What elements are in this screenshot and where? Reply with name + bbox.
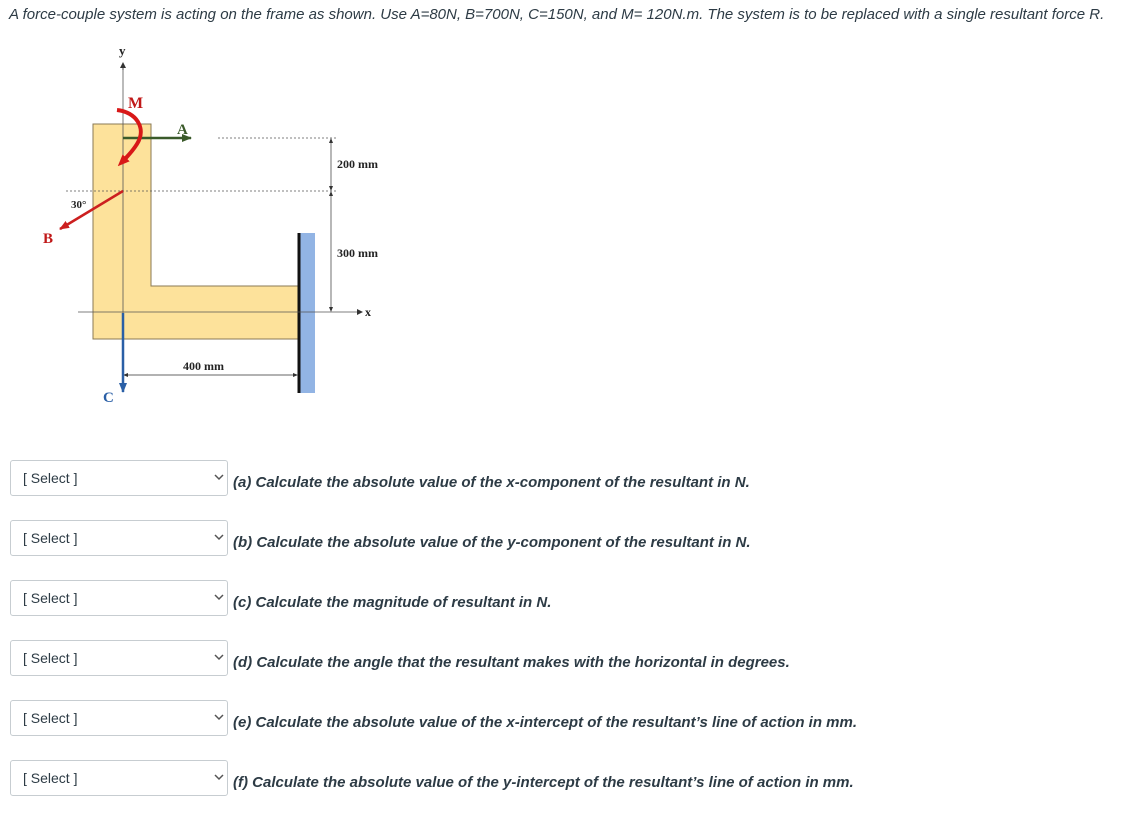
question-text-a: (a) Calculate the absolute value of the …	[233, 474, 750, 491]
question-row-e: [ Select ] (e) Calculate the absolute va…	[10, 700, 910, 738]
frame-body	[92, 123, 300, 340]
answer-select-b[interactable]: [ Select ]	[10, 520, 228, 556]
question-row-c: [ Select ] (c) Calculate the magnitude o…	[10, 580, 910, 618]
force-b-arrow	[59, 189, 124, 231]
chevron-down-icon	[214, 594, 224, 601]
select-value: [ Select ]	[23, 590, 78, 606]
dim-200-label: 200 mm	[337, 157, 378, 171]
force-b-label: B	[43, 231, 53, 247]
moment-label: M	[128, 95, 143, 112]
chevron-down-icon	[214, 654, 224, 661]
chevron-down-icon	[214, 714, 224, 721]
answer-select-d[interactable]: [ Select ]	[10, 640, 228, 676]
y-axis-label: y	[119, 43, 126, 58]
frame-diagram: y x M A B C 30° 200 mm 300 mm 400 mm	[0, 30, 420, 410]
select-value: [ Select ]	[23, 770, 78, 786]
answer-select-c[interactable]: [ Select ]	[10, 580, 228, 616]
force-c-label: C	[103, 390, 114, 406]
dim-400-label: 400 mm	[183, 359, 224, 373]
chevron-down-icon	[214, 534, 224, 541]
x-axis-label: x	[365, 305, 371, 319]
wall-support	[300, 233, 315, 393]
question-text-d: (d) Calculate the angle that the resulta…	[233, 654, 790, 671]
chevron-down-icon	[214, 474, 224, 481]
question-text-e: (e) Calculate the absolute value of the …	[233, 714, 858, 731]
question-text: A force-couple system is acting on the f…	[9, 6, 1105, 23]
question-row-d: [ Select ] (d) Calculate the angle that …	[10, 640, 910, 678]
frame-diagram-svg: y x M A B C 30° 200 mm 300 mm 400 mm	[43, 43, 378, 406]
select-value: [ Select ]	[23, 710, 78, 726]
chevron-down-icon	[214, 774, 224, 781]
question-row-f: [ Select ] (f) Calculate the absolute va…	[10, 760, 910, 798]
answer-select-a[interactable]: [ Select ]	[10, 460, 228, 496]
select-value: [ Select ]	[23, 530, 78, 546]
dim-300-label: 300 mm	[337, 246, 378, 260]
question-row-a: [ Select ] (a) Calculate the absolute va…	[10, 460, 910, 498]
moment-arrow	[116, 108, 143, 167]
force-a-label: A	[177, 122, 188, 138]
question-text-c: (c) Calculate the magnitude of resultant…	[233, 594, 552, 611]
select-value: [ Select ]	[23, 650, 78, 666]
answer-select-f[interactable]: [ Select ]	[10, 760, 228, 796]
select-value: [ Select ]	[23, 470, 78, 486]
angle-label: 30°	[71, 199, 86, 211]
question-text-f: (f) Calculate the absolute value of the …	[233, 774, 854, 791]
question-text-b: (b) Calculate the absolute value of the …	[233, 534, 751, 551]
question-row-b: [ Select ] (b) Calculate the absolute va…	[10, 520, 910, 558]
answer-select-e[interactable]: [ Select ]	[10, 700, 228, 736]
